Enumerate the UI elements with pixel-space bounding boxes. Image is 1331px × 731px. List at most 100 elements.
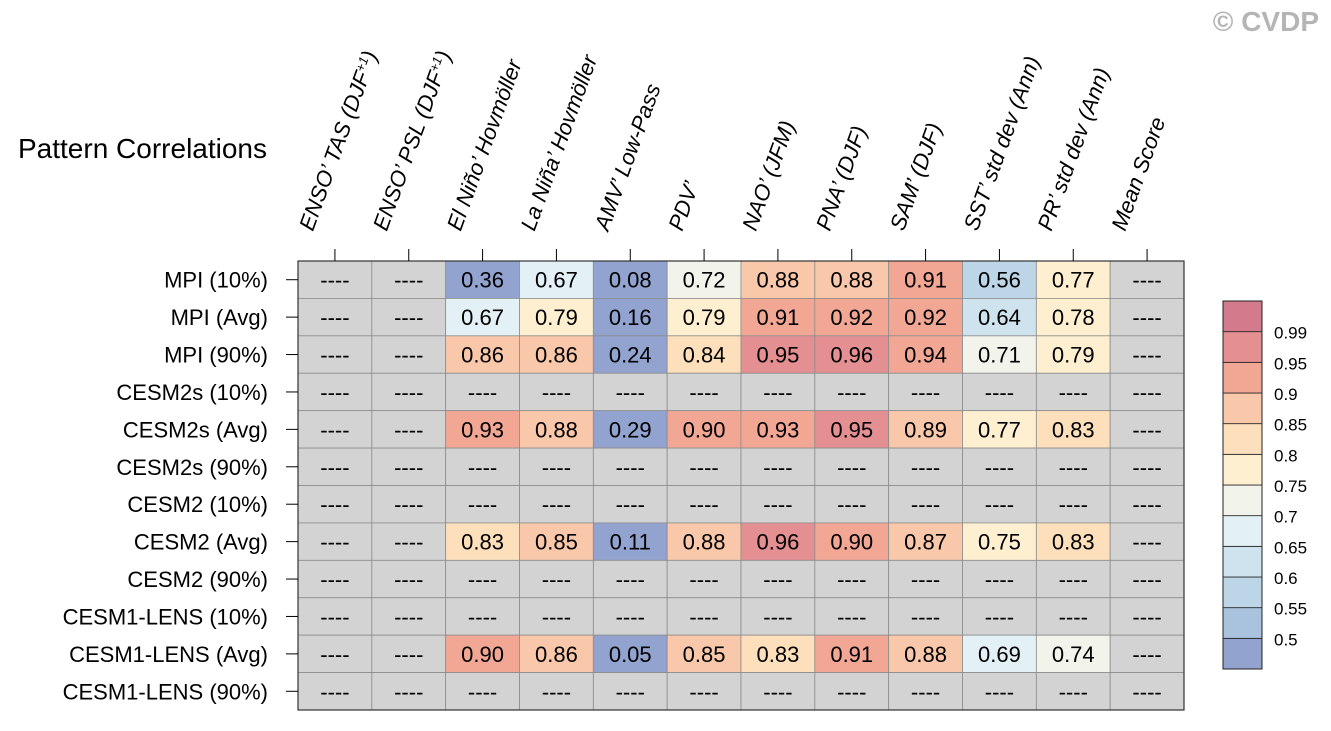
- colorbar-segment: [1222, 300, 1263, 333]
- cell-value: ----: [616, 567, 645, 592]
- cell-value: ----: [837, 604, 866, 629]
- cell-value: ----: [763, 380, 792, 405]
- cell-value: 0.90: [683, 417, 726, 442]
- cell-value: ----: [616, 380, 645, 405]
- cell-value: ----: [985, 679, 1014, 704]
- cell-value: 0.83: [1052, 417, 1095, 442]
- column-label: La Niña’ Hovmöller: [516, 50, 603, 234]
- cell-value: ----: [1132, 343, 1161, 368]
- heatmap-cell: [371, 410, 447, 449]
- colorbar-segment: [1222, 331, 1263, 363]
- cell-value: ----: [1132, 268, 1161, 293]
- cell-value: ----: [689, 380, 718, 405]
- cell-value: 0.86: [535, 642, 578, 667]
- cell-value: ----: [320, 642, 349, 667]
- cell-value: ----: [320, 455, 349, 480]
- cell-value: ----: [468, 380, 497, 405]
- cell-value: ----: [837, 492, 866, 517]
- heatmap-cell: [814, 260, 890, 299]
- heatmap-cell: [666, 597, 742, 636]
- heatmap-cell: [888, 260, 963, 299]
- cell-value: ----: [394, 417, 423, 442]
- colorbar-label: 0.99: [1274, 324, 1307, 343]
- cell-value: 0.24: [609, 343, 652, 368]
- chart-title: Pattern Correlations: [18, 133, 267, 164]
- heatmap-cell: [888, 372, 963, 412]
- heatmap-cell: [592, 559, 668, 599]
- row-label: MPI (Avg): [171, 305, 268, 330]
- cell-value: 0.16: [609, 305, 652, 330]
- column-label-part: AMV’ Low-Pass: [589, 80, 666, 235]
- heatmap-cell: [592, 447, 668, 486]
- cell-value: ----: [1132, 380, 1161, 405]
- column-label-superscript: +1: [352, 54, 371, 73]
- heatmap-cell: [371, 298, 447, 337]
- heatmap-cell: [740, 559, 816, 599]
- colorbar-label: 0.8: [1274, 446, 1298, 465]
- heatmap-cell: [814, 447, 890, 486]
- colorbar-segment: [1222, 392, 1263, 425]
- cell-value: ----: [1132, 530, 1161, 555]
- cell-value: ----: [911, 604, 940, 629]
- heatmap-cell: [666, 410, 742, 449]
- cell-value: 0.91: [757, 305, 800, 330]
- cell-value: ----: [911, 567, 940, 592]
- cell-value: ----: [320, 567, 349, 592]
- cell-value: 0.08: [609, 268, 652, 293]
- heatmap-cell: [371, 447, 447, 486]
- column-label: NAO’ (JFM): [737, 117, 800, 234]
- cell-value: ----: [394, 567, 423, 592]
- cell-value: ----: [1059, 604, 1088, 629]
- cell-value: ----: [320, 268, 349, 293]
- cell-value: ----: [1132, 417, 1161, 442]
- heatmap-cell: [666, 298, 742, 337]
- column-label-part: ENSO’ PSL (DJF: [368, 67, 449, 234]
- cell-value: 0.95: [757, 343, 800, 368]
- heatmap-cell: [371, 634, 447, 673]
- heatmap-cell: [1109, 597, 1185, 636]
- heatmap-cell: [445, 559, 520, 599]
- heatmap-cell: [740, 260, 816, 299]
- colorbar-segment: [1222, 607, 1263, 639]
- heatmap-cell: [962, 672, 1037, 711]
- cell-value: ----: [985, 492, 1014, 517]
- cell-value: 0.67: [461, 305, 504, 330]
- cell-value: ----: [911, 492, 940, 517]
- cell-value: ----: [468, 455, 497, 480]
- colorbar-segment: [1222, 545, 1263, 578]
- cell-value: ----: [468, 492, 497, 517]
- heatmap-cell: [1109, 298, 1185, 337]
- row-label: CESM2 (Avg): [134, 530, 268, 555]
- column-label: PR’ std dev (Ann): [1032, 64, 1114, 233]
- cell-value: ----: [1132, 642, 1161, 667]
- heatmap-cell: [1109, 559, 1185, 599]
- cell-value: ----: [320, 417, 349, 442]
- cell-value: ----: [320, 380, 349, 405]
- heatmap-cell: [814, 522, 890, 561]
- cell-value: ----: [1132, 305, 1161, 330]
- cell-value: ----: [542, 455, 571, 480]
- cell-value: 0.88: [904, 642, 947, 667]
- heatmap-cell: [1035, 298, 1111, 337]
- heatmap-cell: [1109, 634, 1185, 673]
- row-label: CESM2s (Avg): [123, 417, 268, 442]
- cell-value: ----: [542, 604, 571, 629]
- heatmap-cell: [1035, 597, 1111, 636]
- column-label-superscript: +1: [426, 54, 445, 73]
- heatmap-cell: [740, 372, 816, 412]
- cell-value: ----: [837, 567, 866, 592]
- colorbar-label: 0.95: [1274, 354, 1307, 373]
- heatmap-cell: [371, 672, 447, 711]
- column-label: ENSO’ PSL (DJF+1): [368, 47, 456, 233]
- heatmap-cell: [1109, 372, 1185, 412]
- column-label: AMV’ Low-Pass: [589, 80, 666, 235]
- cell-value: ----: [763, 492, 792, 517]
- heatmap-cell: [740, 597, 816, 636]
- heatmap-cell: [962, 410, 1037, 449]
- column-label: SST’ std dev (Ann): [959, 53, 1045, 234]
- cell-value: ----: [1132, 679, 1161, 704]
- cell-value: ----: [394, 455, 423, 480]
- heatmap-cell: [740, 410, 816, 449]
- cell-value: ----: [689, 492, 718, 517]
- heatmap-cell: [740, 335, 816, 374]
